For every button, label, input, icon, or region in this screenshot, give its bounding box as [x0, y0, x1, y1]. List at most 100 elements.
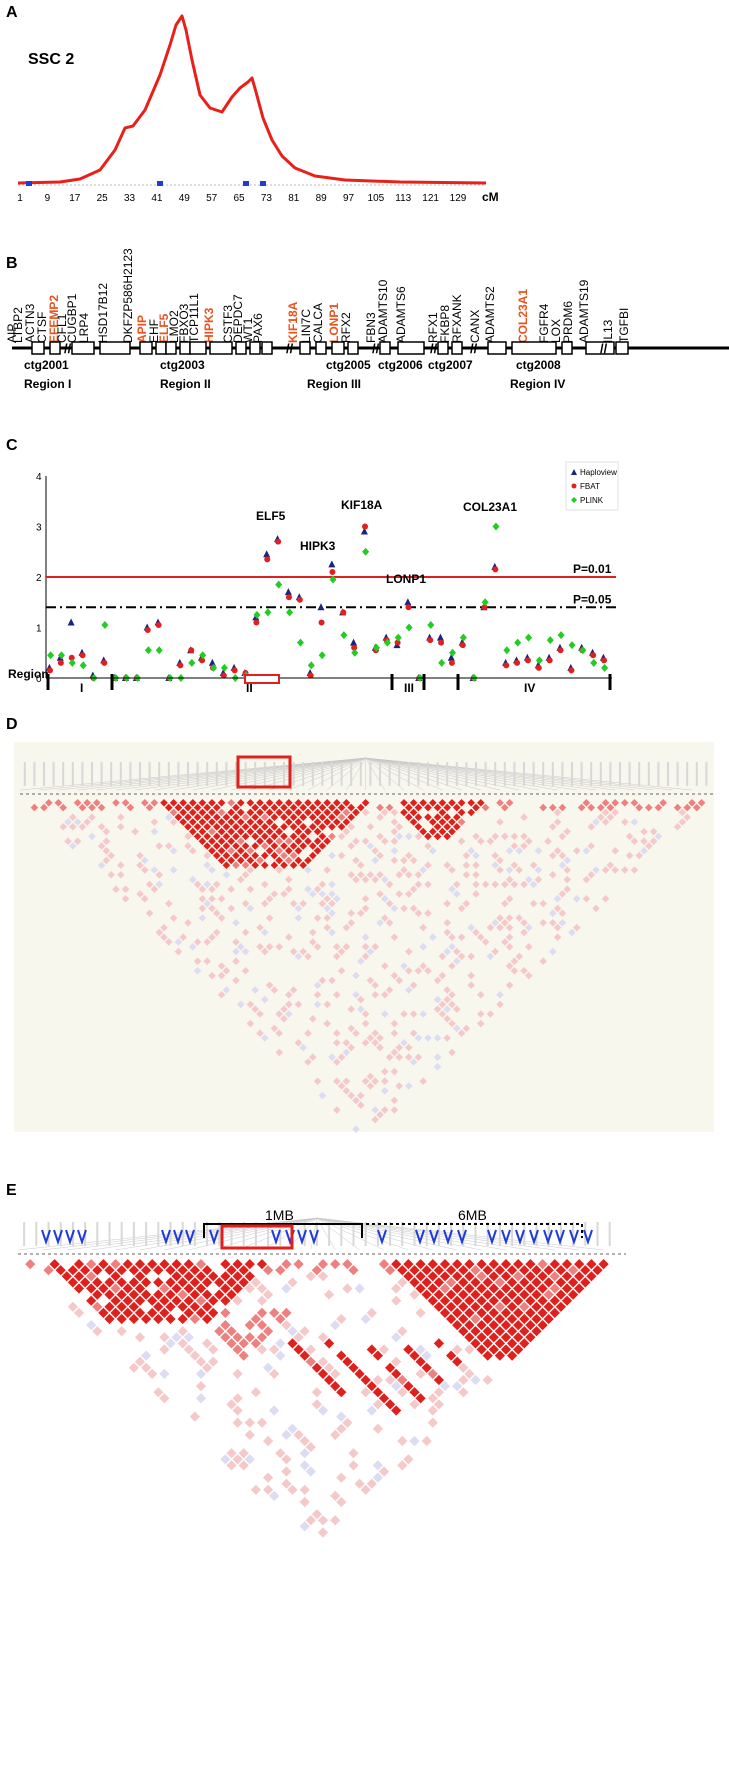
gene-label: AIP: [5, 324, 19, 343]
gene-box: [379, 341, 391, 355]
ld-cell: [220, 1320, 231, 1331]
ld-cell: [317, 1356, 329, 1367]
ld-cell: [237, 1000, 245, 1009]
ld-cell: [251, 832, 259, 841]
ld-cell: [414, 823, 423, 831]
ld-cell: [553, 847, 562, 855]
ld-cell: [244, 1259, 255, 1270]
snp-arrow: [415, 1229, 425, 1246]
ld-cell: [159, 1307, 170, 1318]
ld-cell: [519, 1289, 530, 1300]
ld-cell: [453, 947, 461, 956]
ld-cell: [244, 1417, 255, 1428]
ld-cell: [134, 1356, 146, 1367]
ld-cell: [311, 1509, 322, 1520]
ld-cell: [232, 861, 240, 869]
ld-cell: [347, 871, 355, 879]
ld-cell: [299, 832, 307, 841]
marker-name-tick: [242, 1222, 245, 1246]
marker-name-tick: [638, 762, 641, 786]
marker-name-tick: [628, 762, 631, 786]
ld-cell: [189, 875, 197, 884]
ld-cell: [232, 1259, 243, 1270]
ld-cell: [391, 1259, 402, 1270]
ld-cell: [92, 1265, 103, 1276]
ld-cell: [390, 1029, 399, 1037]
y-tick-label: 1: [36, 624, 42, 635]
ld-cell: [580, 1265, 591, 1276]
ld-cell: [134, 1259, 146, 1270]
ld-cell: [159, 1295, 170, 1306]
ld-cell: [361, 1039, 370, 1047]
ld-cell: [448, 1019, 456, 1028]
ld-cell: [397, 1387, 408, 1398]
snp-arrow: [377, 1229, 387, 1246]
panel-c-letter: C: [6, 437, 18, 454]
ld-cell: [280, 1005, 288, 1013]
plink-point: [503, 646, 511, 655]
ld-cell: [630, 837, 639, 845]
marker-name-tick: [193, 1222, 196, 1246]
ld-cell: [246, 827, 255, 836]
ld-cell: [405, 803, 413, 812]
ld-cell: [263, 1265, 274, 1276]
ld-cell: [513, 1271, 524, 1282]
ld-cell: [525, 837, 533, 845]
ld-cell: [491, 947, 499, 956]
ld-cell: [395, 1053, 403, 1061]
ld-cell: [150, 799, 159, 807]
marker-name-tick: [196, 762, 199, 786]
ld-cell: [525, 1307, 536, 1318]
marker-name-tick: [148, 762, 151, 786]
ld-cell: [371, 875, 379, 884]
fbat-point: [296, 596, 303, 603]
ld-cell: [110, 1271, 121, 1282]
gene-box: [615, 341, 629, 355]
ld-cell: [376, 1043, 384, 1052]
ld-cell: [333, 1106, 341, 1114]
plink-point: [481, 598, 489, 607]
ld-cell: [500, 1320, 512, 1331]
ld-cell: [328, 1053, 336, 1061]
ld-cell: [179, 808, 187, 817]
ld-cell: [505, 933, 514, 941]
ld-cell: [443, 899, 451, 908]
ld-cell: [128, 1265, 139, 1276]
marker-name-tick: [181, 1222, 184, 1246]
ld-cell: [289, 832, 298, 841]
ld-cell: [597, 813, 605, 821]
ld-cell: [43, 1265, 54, 1276]
ld-cell: [86, 1259, 97, 1270]
panel-d-ld-plot: [14, 742, 716, 1133]
ld-cell: [333, 1058, 341, 1066]
gene-box: [165, 341, 177, 355]
ld-cell: [534, 847, 543, 855]
ld-cell: [586, 1271, 597, 1282]
ld-cell: [317, 1271, 329, 1282]
ld-cell: [361, 943, 370, 951]
ld-cell: [452, 1271, 463, 1282]
ld-cell: [330, 1368, 341, 1379]
legend-label: Haploview: [580, 468, 617, 477]
ld-cell: [179, 933, 187, 941]
gene-label: ADAMTS10: [376, 279, 390, 343]
ld-cell: [241, 871, 250, 879]
marker-name-tick: [523, 762, 525, 786]
ld-cell: [342, 943, 351, 951]
ld-cell: [179, 799, 187, 807]
legend-marker-plink: [571, 497, 577, 503]
marker-name-tick: [484, 762, 487, 786]
ld-cell: [256, 808, 264, 817]
marker-name-tick: [235, 762, 237, 786]
ld-cell: [117, 871, 125, 879]
ld-cell: [472, 928, 480, 937]
ld-cell: [347, 813, 355, 821]
ld-cell: [328, 899, 336, 908]
ld-cell: [25, 1259, 36, 1270]
ld-cell: [189, 943, 197, 951]
ld-cell: [414, 909, 423, 917]
ld-cell: [427, 1271, 438, 1282]
ld-cell: [280, 1015, 288, 1023]
ld-cell: [313, 1000, 322, 1009]
ld-cell: [171, 1332, 182, 1343]
